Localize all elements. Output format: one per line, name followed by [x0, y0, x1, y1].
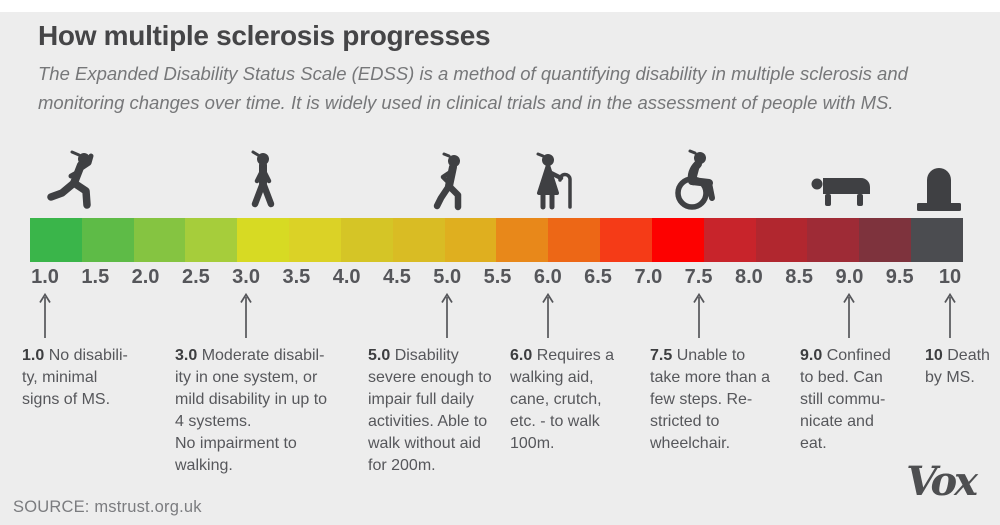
annotation-9.0: 9.0 Confined to bed. Can still commu-nicat…	[800, 347, 891, 453]
annotation-5.0: 5.0 Disability severe enough to impair ful…	[368, 347, 492, 475]
tick-label-6.5: 6.5	[584, 266, 612, 288]
up-arrow-3.0	[240, 292, 253, 339]
page-title: How multiple sclerosis progresses	[38, 20, 491, 51]
tick-label-8.0: 8.0	[735, 266, 763, 288]
cane-walker-icon	[528, 152, 580, 212]
icons-row	[30, 148, 963, 212]
tick-label-3.5: 3.5	[282, 266, 311, 288]
edss-color-bar	[30, 218, 963, 262]
tick-label-8.5: 8.5	[785, 266, 814, 288]
vox-logo: Vox	[906, 458, 978, 505]
scale-segment-2.0-2.5	[133, 218, 186, 262]
up-arrow-1.0	[39, 292, 52, 339]
scale-segment-4.5-5.0	[392, 218, 445, 262]
tick-label-2.5: 2.5	[181, 266, 210, 288]
hand-on-hip-walker-icon	[428, 152, 472, 212]
scale-segment-6.0-6.5	[548, 218, 601, 262]
tick-label-4.5: 4.5	[383, 266, 411, 288]
scale-segment-7.5-8.0	[703, 218, 756, 262]
tick-label-4.0: 4.0	[332, 266, 361, 288]
tick-label-5.0: 5.0	[433, 266, 462, 288]
edss-scale: 1.0 1.5 2.0 2.5 3.0 3.5 4.0 4.5 5.0 5.5 6.0 6.5 7.0 7…	[22, 148, 990, 488]
annotation-7.5: 7.5 Unable to take more than a few steps. …	[650, 347, 771, 453]
scale-segment-1.5-2.0	[81, 218, 134, 262]
tick-label-1.5: 1.5	[81, 266, 110, 288]
scale-segment-4.0-4.5	[340, 218, 393, 262]
scale-segment-8.0-8.5	[755, 218, 808, 262]
tick-label-1.0: 1.0	[31, 266, 59, 288]
tick-label-9.0: 9.0	[835, 266, 864, 288]
tick-label-5.5: 5.5	[483, 266, 512, 288]
scale-segment-5.0-5.5	[444, 218, 497, 262]
up-arrow-7.5	[692, 292, 705, 339]
up-arrow-9.0	[843, 292, 856, 339]
scale-segment-1.0-1.5	[30, 218, 82, 262]
tick-label-7.0: 7.0	[634, 266, 663, 288]
tick-label-3.0: 3.0	[232, 266, 260, 288]
tick-label-9.5: 9.5	[885, 266, 914, 288]
annotation-1.0: 1.0 No disabili-ty, minimal signs of MS.	[22, 347, 128, 409]
tick-labels-row: 1.0 1.5 2.0 2.5 3.0 3.5 4.0 4.5 5.0 5.5 6.0 6.5 7.0 7…	[30, 266, 963, 292]
tick-label-7.5: 7.5	[684, 266, 713, 288]
walking-person-icon	[241, 150, 285, 212]
source-credit: SOURCE: mstrust.org.uk	[13, 498, 202, 516]
scale-segment-7.0-7.5	[651, 218, 704, 262]
runner-icon	[44, 150, 108, 212]
tick-label-2.0: 2.0	[131, 266, 160, 288]
scale-segment-6.5-7.0	[600, 218, 652, 262]
annotation-arrows	[30, 292, 963, 341]
annotation-3.0: 3.0 Moderate disabil-ity in one system, …	[175, 347, 328, 475]
scale-segment-8.5-9.0	[807, 218, 860, 262]
annotation-10: 10 Death by MS.	[925, 347, 990, 387]
tombstone-icon	[909, 158, 969, 212]
scale-segment-3.0-3.5	[237, 218, 290, 262]
tick-label-6.0: 6.0	[533, 266, 562, 288]
annotation-6.0: 6.0 Requires a walking aid, cane, crutch, e…	[510, 347, 615, 453]
scale-segment-2.5-3.0	[185, 218, 238, 262]
bed-icon	[809, 166, 881, 212]
scale-segment-9.5-10	[911, 218, 963, 262]
scale-segment-9.0-9.5	[859, 218, 912, 262]
top-white-strip	[0, 0, 1000, 12]
scale-segment-3.5-4.0	[289, 218, 341, 262]
page-subtitle: The Expanded Disability Status Scale (ED…	[38, 63, 908, 113]
tick-label-10: 10	[938, 266, 962, 288]
wheelchair-icon	[668, 148, 730, 212]
scale-segment-5.5-6.0	[496, 218, 549, 262]
up-arrow-6.0	[541, 292, 554, 339]
up-arrow-5.0	[441, 292, 454, 339]
up-arrow-10	[944, 292, 957, 339]
